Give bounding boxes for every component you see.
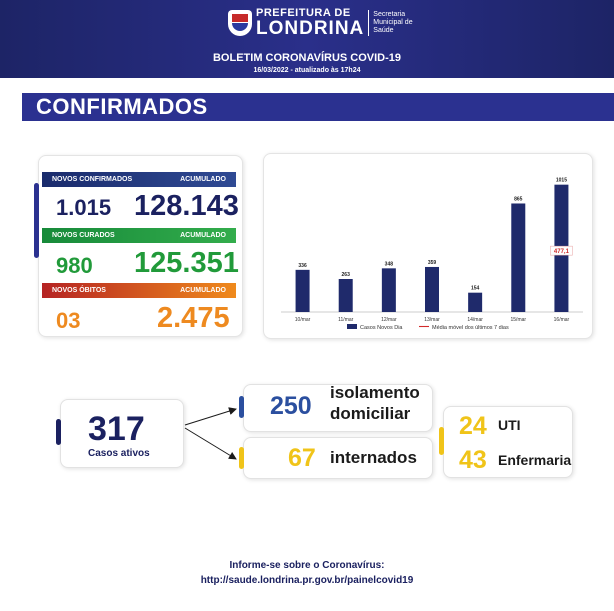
x-tick-14/mar: 14/mar	[467, 317, 483, 323]
section-title: CONFIRMADOS	[36, 94, 208, 119]
header-banner	[0, 0, 614, 78]
new-deaths-value: 03	[56, 308, 81, 333]
arrow-to-hospitalized	[184, 427, 237, 460]
ward-value: 43	[459, 446, 487, 474]
isolation-box	[243, 384, 433, 432]
footer-info: Informe-se sobre o Coronavírus:	[229, 560, 385, 571]
acc-deaths-label: ACUMULADO	[180, 287, 226, 294]
new-cured-value: 980	[56, 253, 93, 278]
footer-url-link[interactable]: http://saude.londrina.pr.gov.br/painelco…	[200, 575, 414, 586]
active-cases-value: 317	[88, 410, 145, 448]
cured-band: NOVOS CURADOS ACUMULADO	[42, 228, 236, 243]
secretaria-line-1: Secretaria	[373, 11, 406, 18]
hospitalized-accent	[239, 447, 244, 469]
isolation-label-line-2: domiciliar	[330, 404, 411, 423]
hospitalized-box	[243, 437, 433, 479]
isolation-label: isolamento domiciliar	[330, 382, 420, 424]
acc-cured-value: 125.351	[134, 247, 239, 279]
bar-label-13/mar: 359	[428, 260, 437, 266]
arrow-to-isolation	[184, 407, 237, 426]
new-confirmed-label: NOVOS CONFIRMADOS	[52, 176, 133, 183]
bar-15/mar	[511, 203, 526, 312]
secretaria-line-3: Saúde	[373, 27, 394, 34]
bar-label-11/mar: 263	[342, 272, 351, 278]
updated-timestamp: 16/03/2022 - atualizado às 17h24	[253, 67, 361, 74]
legend-label-bars: Casos Novos Dia	[360, 325, 403, 331]
legend-label-line: Média móvel dos últimos 7 dias	[432, 325, 509, 331]
new-confirmed-value: 1.015	[56, 195, 112, 220]
bar-13/mar	[425, 266, 439, 312]
logo-line-1: PREFEITURA DE	[256, 7, 351, 19]
active-cases-accent	[56, 419, 61, 445]
bar-label-10/mar: 336	[298, 263, 307, 269]
acc-cured-label: ACUMULADO	[180, 232, 226, 239]
x-tick-13/mar: 13/mar	[424, 317, 440, 323]
ward-label: Enfermaria	[498, 452, 572, 468]
icu-label: UTI	[498, 417, 521, 433]
coat-of-arms-icon	[228, 10, 252, 36]
new-cured-label: NOVOS CURADOS	[52, 232, 115, 239]
bar-11/mar	[338, 279, 353, 312]
bar-12/mar	[381, 268, 396, 312]
bulletin-title: BOLETIM CORONAVÍRUS COVID-19	[212, 52, 402, 64]
legend-swatch-bars	[347, 324, 357, 329]
isolation-label-line-1: isolamento	[330, 383, 420, 402]
x-tick-16/mar: 16/mar	[554, 317, 570, 323]
secretaria-line-2: Municipal de	[373, 19, 413, 26]
hospital-breakdown-box	[443, 406, 573, 478]
x-tick-10/mar: 10/mar	[295, 317, 311, 323]
bar-label-16/mar: 1015	[556, 178, 567, 184]
bar-label-14/mar: 154	[471, 286, 480, 292]
hospital-breakdown-accent	[439, 427, 444, 455]
hospitalized-label: internados	[330, 448, 417, 467]
moving-average-label: 477,1	[554, 249, 570, 255]
new-deaths-label: NOVOS ÓBITOS	[52, 287, 106, 294]
acc-confirmed-value: 128.143	[134, 190, 239, 222]
hospitalized-value: 67	[288, 444, 316, 472]
acc-deaths-value: 2.475	[157, 302, 230, 334]
bar-10/mar	[295, 269, 310, 312]
confirmed-band: NOVOS CONFIRMADOS ACUMULADO	[42, 172, 236, 187]
x-tick-12/mar: 12/mar	[381, 317, 397, 323]
isolation-accent	[239, 396, 244, 418]
daily-cases-chart: 336 10/mar 263 11/mar 348 12/mar 359 13/mar 154 1…	[281, 178, 583, 331]
bar-label-12/mar: 348	[385, 261, 394, 267]
moving-average-label-box	[550, 245, 573, 256]
bar-label-15/mar: 865	[514, 196, 523, 202]
x-tick-11/mar: 11/mar	[338, 317, 354, 323]
x-tick-15/mar: 15/mar	[511, 317, 527, 323]
stats-card-accent	[34, 183, 39, 258]
prefeitura-logo: PREFEITURA DE LONDRINA Secretaria Munici…	[228, 8, 413, 38]
logo-divider	[368, 10, 370, 36]
logo-line-2: LONDRINA	[256, 18, 365, 39]
active-cases-box	[60, 399, 184, 468]
active-cases-label: Casos ativos	[88, 448, 150, 459]
bar-14/mar	[468, 292, 483, 312]
icu-value: 24	[459, 412, 487, 440]
isolation-value: 250	[270, 392, 312, 420]
acc-confirmed-label: ACUMULADO	[180, 176, 226, 183]
deaths-band: NOVOS ÓBITOS ACUMULADO	[42, 283, 236, 298]
secretaria-label: Secretaria Municipal de Saúde	[373, 11, 412, 35]
section-bar	[22, 93, 614, 121]
